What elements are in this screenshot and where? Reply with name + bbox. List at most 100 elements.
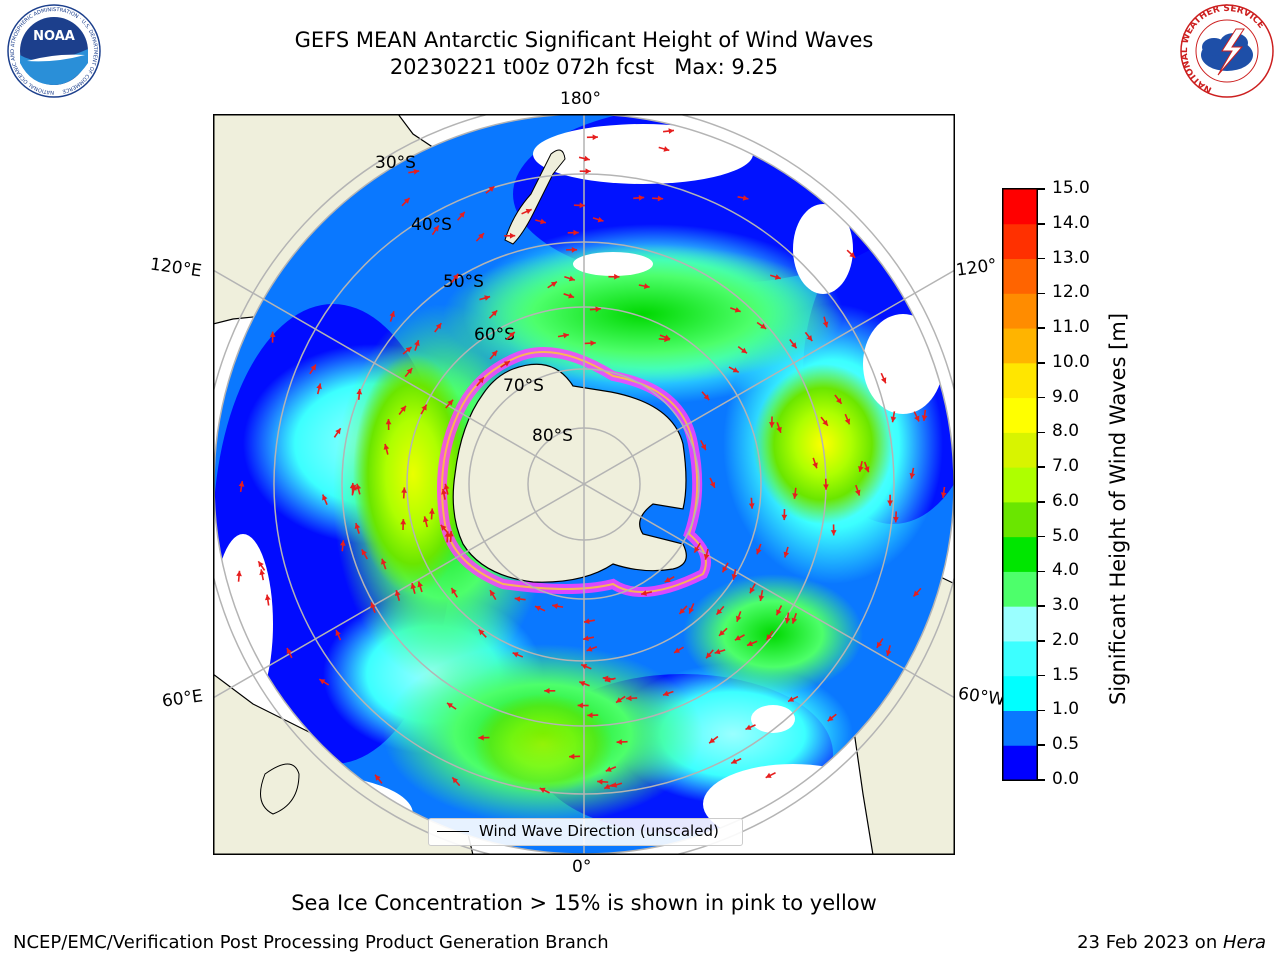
colorbar-tick-mark [1038, 223, 1045, 225]
wind-wave-arrowhead [662, 690, 669, 697]
wind-wave-arrowhead [830, 530, 837, 536]
wind-wave-arrowhead [849, 252, 856, 258]
wind-wave-arrowhead [539, 787, 546, 793]
wind-wave-arrowhead [447, 702, 453, 709]
wind-wave-arrowhead [597, 216, 604, 223]
lon-label-0: 0° [572, 857, 592, 877]
wind-wave-arrowhead [722, 566, 728, 573]
colorbar-tick-label: 1.5 [1052, 664, 1080, 685]
wind-wave-arrowhead [509, 232, 516, 239]
colorbar-tick-mark [1038, 640, 1045, 642]
wind-wave-arrowhead [322, 494, 328, 501]
wind-wave-arrowhead [540, 218, 546, 225]
wind-wave-arrowhead [781, 514, 788, 521]
colorbar-bin [1003, 189, 1037, 225]
wind-wave-arrowhead [776, 609, 782, 616]
wind-wave-arrowhead [788, 696, 795, 702]
lat-label-40s: 40°S [411, 215, 452, 235]
wind-wave-arrowhead [749, 587, 755, 594]
wind-wave-arrowhead [269, 331, 276, 337]
colorbar-tick-mark [1038, 674, 1045, 677]
wind-wave-arrowhead [356, 388, 363, 395]
wind-wave-arrowhead [478, 377, 484, 384]
wind-wave-arrowhead [595, 306, 601, 313]
wind-wave-arrowhead [776, 426, 782, 433]
wind-wave-arrowhead [355, 483, 362, 490]
wind-wave-arrowhead [316, 383, 322, 390]
wind-wave-arrowhead [880, 377, 887, 384]
wind-wave-arrowhead [264, 594, 271, 601]
wind-wave-arrowhead [885, 650, 892, 656]
lat-label-80s: 80°S [532, 426, 573, 446]
colorbar-tick-label: 4.0 [1052, 560, 1080, 581]
colorbar-bin [1003, 362, 1037, 399]
wind-wave-arrowhead [664, 576, 671, 583]
wind-wave-arrowhead [452, 777, 459, 784]
wind-wave-arrowhead [688, 607, 695, 614]
colorbar-tick-mark [1038, 779, 1045, 781]
wind-wave-arrowhead [421, 404, 427, 411]
wind-wave-arrowhead [579, 202, 585, 209]
colorbar-tick-label: 7.0 [1052, 456, 1080, 477]
wind-wave-arrowhead [679, 608, 686, 614]
wind-wave-arrowhead [756, 548, 762, 555]
wind-wave-arrowhead [319, 679, 326, 685]
nws-logo: NATIONAL WEATHER SERVICE [1180, 4, 1274, 98]
noaa-logo: NATIONAL OCEANIC AND ATMOSPHERIC ADMINIS… [7, 4, 101, 98]
wind-wave-arrowhead [731, 574, 738, 580]
wind-wave-arrowhead [389, 311, 395, 318]
wind-wave-arrowhead [238, 481, 245, 487]
colorbar-label: Significant Height of Wind Waves [m] [1106, 312, 1130, 706]
colorbar-tick-mark [1038, 570, 1045, 573]
wind-wave-arrowhead [394, 590, 401, 597]
wind-wave-arrowhead [709, 737, 716, 744]
wind-wave-arrowhead [552, 603, 558, 609]
wind-wave-arrowhead [491, 350, 498, 357]
wind-wave-arrowhead [909, 472, 916, 479]
wind-wave-arrowhead [663, 146, 670, 152]
wind-wave-arrowhead [440, 524, 447, 531]
colorbar-bin [1003, 293, 1037, 329]
wind-wave-arrowhead [488, 186, 495, 192]
lon-label-120e: 120°E [148, 254, 203, 282]
wind-wave-arrowhead [403, 197, 410, 204]
colorbar-tick-label: 11.0 [1052, 317, 1090, 338]
wind-wave-arrowhead [784, 617, 791, 624]
wind-wave-arrowhead [447, 399, 454, 406]
wind-wave-arrowhead [641, 590, 647, 596]
chart-subtitle: 20230221 t00z 072h fcst Max: 9.25 [389, 55, 779, 79]
antarctica-landmass [452, 363, 687, 583]
wind-wave-arrowhead [568, 292, 575, 299]
wind-wave-arrowhead [735, 615, 742, 622]
wind-wave-arrowhead [286, 648, 292, 655]
wind-wave-arrowhead [760, 323, 767, 329]
colorbar-tick-label: 6.0 [1052, 490, 1080, 511]
wind-wave-arrowhead [503, 361, 510, 367]
wind-wave-arrowhead [774, 274, 781, 280]
wind-wave-arrowhead [385, 418, 392, 425]
colorbar-bin [1003, 467, 1037, 503]
wind-wave-arrowhead [836, 397, 842, 404]
wind-wave-arrowhead [592, 134, 598, 141]
new-zealand-landmass [504, 149, 566, 245]
footer-machine: Hera [1222, 932, 1266, 953]
wind-wave-arrowhead [410, 583, 417, 589]
wind-wave-arrowhead [381, 558, 387, 565]
colorbar-tick-label: 2.0 [1052, 629, 1080, 650]
wind-wave-arrowhead [452, 273, 459, 280]
wind-wave-arrowhead [478, 629, 485, 636]
lat-label-70s: 70°S [503, 376, 544, 396]
colorbar-tick-label: 9.0 [1052, 386, 1080, 407]
wind-wave-arrowhead [433, 225, 439, 232]
map-legend: Wind Wave Direction (unscaled) [428, 818, 743, 846]
colorbar-tick-mark [1038, 362, 1045, 364]
colorbar-tick-mark [1038, 466, 1045, 468]
madagascar-landmass [260, 763, 300, 815]
wind-wave-arrowhead [354, 523, 361, 529]
wind-wave-arrowhead [584, 155, 590, 162]
wind-wave-arrowhead [758, 595, 765, 602]
wind-wave-arrowhead [858, 466, 864, 472]
wind-wave-arrowhead [514, 596, 521, 602]
wind-wave-arrowhead [718, 630, 725, 636]
colorbar-tick-label: 10.0 [1052, 351, 1090, 372]
